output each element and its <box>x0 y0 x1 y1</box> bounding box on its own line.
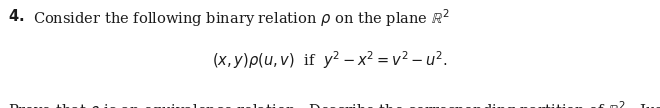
Text: Prove that $\rho$ is an equivalence relation.  Describe the corresponding partit: Prove that $\rho$ is an equivalence rela… <box>8 99 660 108</box>
Text: Consider the following binary relation $\rho$ on the plane $\mathbb{R}^2$: Consider the following binary relation $… <box>33 8 449 29</box>
Text: $\mathbf{4.}$: $\mathbf{4.}$ <box>8 8 24 24</box>
Text: $(x, y)\rho(u, v)$  if  $y^2 - x^2 = v^2 - u^2.$: $(x, y)\rho(u, v)$ if $y^2 - x^2 = v^2 -… <box>212 50 448 71</box>
